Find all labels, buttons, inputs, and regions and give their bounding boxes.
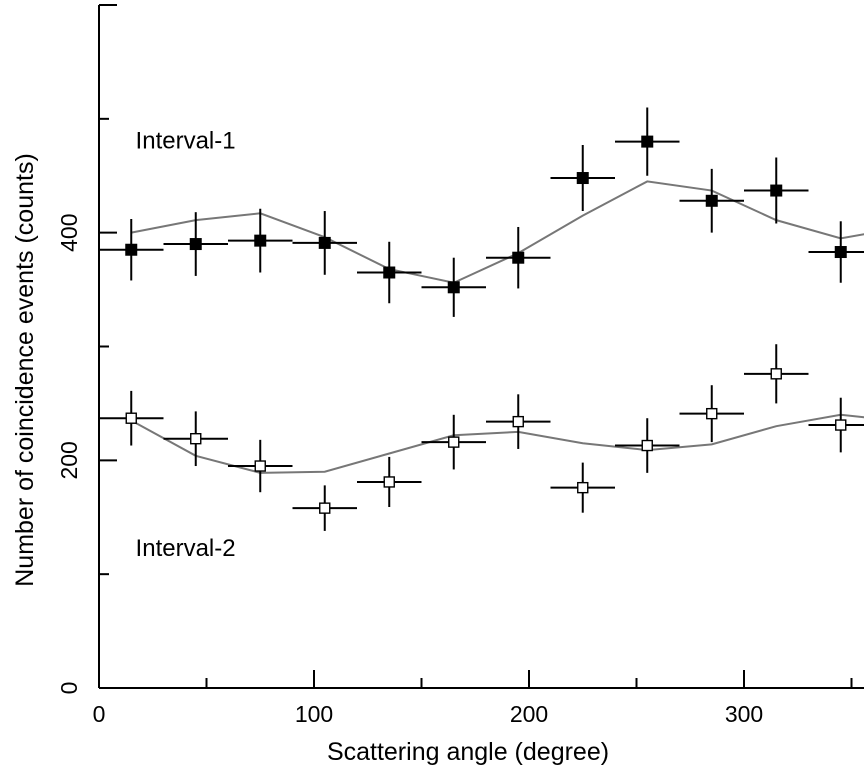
data-point [641, 439, 653, 452]
y-axis-title: Number of coincidence events (counts) [11, 153, 39, 587]
data-point [254, 234, 267, 247]
series-1 [99, 107, 864, 317]
data-point [835, 419, 847, 431]
y-tick-label: 200 [56, 441, 82, 479]
data-point [447, 281, 460, 294]
y-tick-label: 0 [56, 682, 82, 695]
x-tick-label: 100 [295, 701, 333, 727]
series-2 [99, 344, 864, 531]
data-point [641, 135, 654, 148]
axes: 0 100 200 300 0 200 400 [56, 4, 864, 727]
data-point [190, 433, 202, 445]
x-axis-title: Scattering angle (degree) [327, 738, 609, 766]
model-line-1 [131, 180, 864, 284]
data-point [448, 436, 460, 448]
y-tick-label: 400 [56, 213, 82, 251]
data-point [834, 246, 847, 259]
x-tick-label: 300 [725, 701, 763, 727]
model-lines [130, 180, 864, 474]
annotation-interval-1: Interval-1 [136, 127, 236, 154]
data-point [189, 238, 202, 251]
x-tick-label: 0 [93, 701, 106, 727]
data-point [383, 476, 395, 488]
data-point [125, 412, 137, 424]
data-point [512, 415, 524, 428]
data-point [577, 481, 589, 494]
data-markers [99, 107, 864, 531]
data-point [705, 194, 718, 207]
model-line-2 [130, 413, 864, 474]
data-point [383, 266, 396, 279]
x-tick-label: 200 [510, 701, 548, 727]
data-point [576, 172, 589, 185]
data-point [770, 368, 782, 380]
data-point [706, 407, 718, 420]
labels: Scattering angle (degree) Number of coin… [11, 127, 609, 766]
data-point [770, 184, 783, 197]
data-point [254, 460, 266, 472]
data-point [319, 502, 331, 514]
annotation-interval-2: Interval-2 [136, 535, 236, 562]
data-point [125, 243, 138, 256]
data-point [512, 251, 525, 264]
data-point [318, 236, 331, 249]
